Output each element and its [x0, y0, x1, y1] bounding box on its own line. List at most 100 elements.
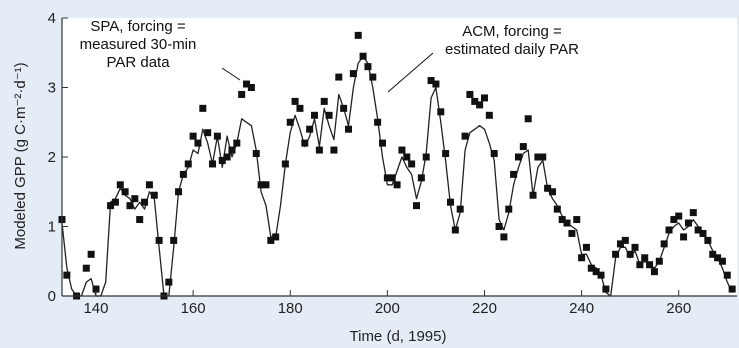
spa-point	[247, 84, 255, 91]
spa-annotation: SPA, forcing = measured 30-min PAR data	[80, 18, 197, 71]
x-axis-label: Time (d, 1995)	[350, 328, 447, 345]
spa-point	[165, 278, 173, 286]
spa-point	[131, 195, 139, 203]
spa-point	[480, 94, 488, 102]
spa-point	[500, 233, 508, 241]
spa-point	[510, 170, 518, 178]
spa-point	[141, 198, 149, 206]
x-tick-label: 160	[181, 300, 206, 317]
spa-point	[650, 268, 658, 276]
spa-point	[539, 153, 547, 161]
annotations: SPA, forcing = measured 30-min PAR data ACM…	[80, 18, 579, 93]
spa-point	[199, 104, 207, 112]
spa-point	[111, 198, 119, 206]
spa-point	[573, 216, 581, 224]
spa-point	[218, 156, 226, 164]
spa-point	[602, 285, 610, 293]
plot-area	[58, 18, 737, 300]
spa-point	[315, 146, 323, 154]
acm-pointer	[387, 52, 434, 93]
y-tick-label: 2	[48, 149, 56, 166]
spa-point	[529, 191, 537, 199]
spa-point	[437, 108, 445, 116]
spa-point	[461, 132, 469, 140]
spa-point	[582, 243, 590, 251]
spa-point	[616, 240, 624, 248]
spa-point	[505, 205, 513, 213]
spa-point	[476, 101, 484, 109]
spa-point	[213, 132, 221, 140]
spa-point	[311, 111, 319, 119]
spa-annotation-line: measured 30-min	[80, 36, 197, 53]
spa-point	[403, 153, 411, 161]
spa-point	[519, 143, 527, 151]
spa-point	[723, 271, 731, 279]
spa-point	[179, 170, 187, 178]
y-axis-label: Modeled GPP (g C·m⁻²·d⁻¹)	[12, 62, 29, 249]
spa-point	[471, 97, 479, 105]
spa-point	[63, 271, 71, 279]
spa-point	[689, 209, 697, 217]
y-tick-label: 3	[48, 80, 56, 97]
spa-point	[490, 150, 498, 158]
spa-point	[272, 233, 280, 241]
y-tick-label: 0	[48, 288, 56, 305]
spa-point	[126, 202, 134, 210]
acm-annotation-line: ACM, forcing =	[462, 23, 562, 40]
spa-point	[626, 250, 634, 258]
spa-point	[204, 129, 212, 137]
x-tick-label: 220	[472, 300, 497, 317]
spa-point	[87, 250, 95, 258]
spa-point	[345, 125, 353, 133]
spa-point	[228, 146, 236, 154]
spa-point	[684, 219, 692, 227]
x-tick-label: 140	[83, 300, 108, 317]
spa-point	[660, 240, 668, 248]
spa-point	[257, 181, 265, 189]
spa-point	[145, 181, 153, 189]
spa-point	[325, 111, 333, 119]
spa-point	[393, 181, 401, 189]
acm-annotation: ACM, forcing = estimated daily PAR	[445, 23, 579, 58]
spa-point	[417, 174, 425, 182]
spa-point	[641, 254, 649, 262]
spa-point	[655, 257, 663, 265]
spa-point	[728, 285, 736, 293]
spa-point	[704, 236, 712, 244]
x-tick-label: 240	[569, 300, 594, 317]
spa-point	[340, 104, 348, 112]
spa-point	[349, 70, 357, 78]
spa-point	[456, 205, 464, 213]
spa-point	[194, 139, 202, 147]
spa-point	[694, 226, 702, 234]
spa-point	[427, 77, 435, 85]
spa-point	[155, 236, 163, 244]
spa-point	[320, 97, 328, 105]
spa-point	[252, 150, 260, 158]
spa-annotation-line: PAR data	[106, 54, 170, 71]
y-tick-label: 4	[48, 10, 56, 27]
spa-point	[354, 31, 362, 39]
spa-point	[374, 118, 382, 126]
spa-point	[388, 174, 396, 182]
spa-point	[335, 73, 343, 81]
spa-point	[631, 243, 639, 251]
spa-point	[379, 139, 387, 147]
spa-point	[136, 216, 144, 224]
spa-point	[286, 118, 294, 126]
spa-point	[369, 73, 377, 81]
plot-background	[62, 18, 737, 296]
spa-point	[175, 188, 183, 196]
spa-point	[422, 153, 430, 161]
x-tick-label: 180	[278, 300, 303, 317]
spa-point	[116, 181, 124, 189]
spa-point	[121, 188, 129, 196]
x-tick-label: 260	[666, 300, 691, 317]
spa-point	[709, 250, 717, 258]
spa-point	[646, 261, 654, 269]
spa-point	[592, 268, 600, 276]
spa-point	[665, 226, 673, 234]
spa-point	[262, 181, 270, 189]
spa-point	[544, 184, 552, 192]
